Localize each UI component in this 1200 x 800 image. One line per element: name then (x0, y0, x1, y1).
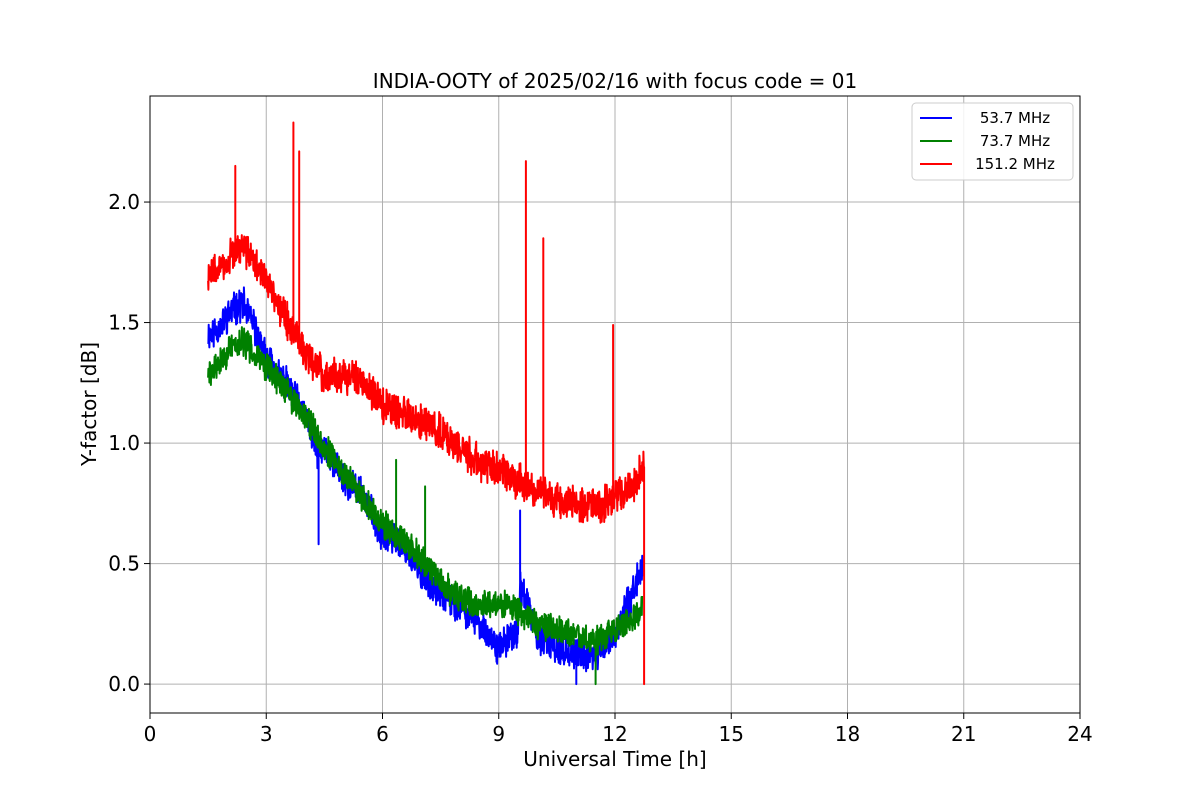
legend-label-73-7: 73.7 MHz (980, 132, 1050, 150)
x-tick-label: 18 (835, 722, 860, 746)
y-tick-label: 0.5 (108, 552, 140, 576)
axis-ticks: 0 3 6 9 12 15 18 21 24 0.0 0.5 1.0 1.5 2.0 (108, 190, 1093, 746)
y-tick-label: 2.0 (108, 190, 140, 214)
series-line-73-7-mhz (207, 326, 644, 686)
x-tick-label: 12 (602, 722, 627, 746)
x-axis-label: Universal Time [h] (523, 747, 706, 771)
y-axis-label: Y-factor [dB] (77, 342, 101, 467)
x-tick-label: 24 (1067, 722, 1092, 746)
y-tick-label: 1.0 (108, 431, 140, 455)
chart-title: INDIA-OOTY of 2025/02/16 with focus code… (373, 69, 857, 93)
legend-label-151-2: 151.2 MHz (975, 155, 1055, 173)
legend-label-53-7: 53.7 MHz (980, 109, 1050, 127)
x-tick-label: 3 (260, 722, 273, 746)
series-line-151-2-mhz (207, 121, 646, 686)
legend: 53.7 MHz 73.7 MHz 151.2 MHz (911, 102, 1074, 181)
y-tick-label: 1.5 (108, 311, 140, 335)
legend-box (911, 102, 1074, 181)
x-tick-label: 9 (492, 722, 505, 746)
x-tick-label: 15 (719, 722, 744, 746)
x-tick-label: 6 (376, 722, 389, 746)
x-tick-label: 21 (951, 722, 976, 746)
series-group (207, 121, 646, 686)
x-tick-label: 0 (144, 722, 157, 746)
y-tick-label: 0.0 (108, 672, 140, 696)
